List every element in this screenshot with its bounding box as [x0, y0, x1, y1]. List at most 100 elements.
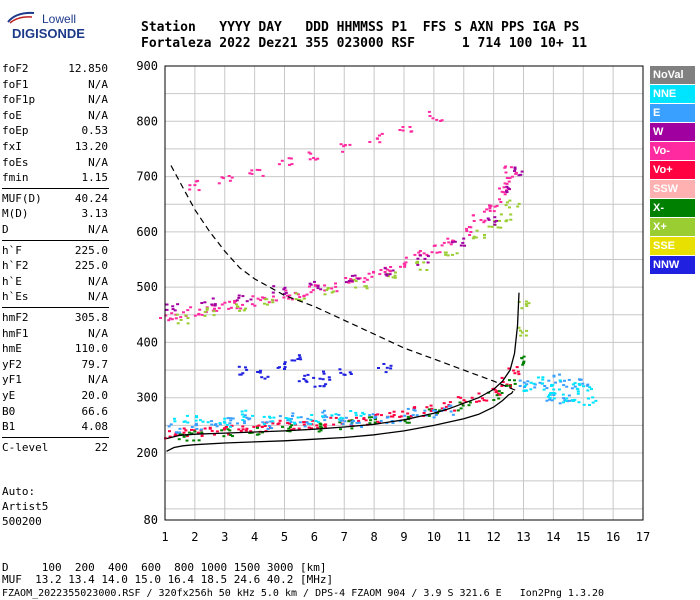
data-point-nne: [288, 419, 292, 422]
data-point-e: [352, 420, 355, 422]
data-point-e: [337, 413, 341, 416]
data-point-nne: [587, 397, 590, 400]
data-point-vo+: [380, 414, 383, 417]
data-point-vo-: [159, 317, 162, 319]
data-point-vo+: [422, 412, 426, 414]
param-name: M(D): [2, 207, 29, 221]
data-point-x+: [524, 334, 528, 337]
data-point-x+: [294, 298, 298, 301]
data-point-e: [432, 409, 435, 412]
data-point-vo+: [190, 428, 193, 431]
data-point-w: [426, 255, 430, 258]
data-point-x+: [297, 298, 301, 301]
data-point-vo+: [260, 426, 264, 428]
data-point-vo+: [286, 422, 290, 425]
data-point-x+: [271, 301, 275, 304]
data-point-x-: [317, 430, 321, 433]
data-point-nne: [284, 417, 288, 419]
data-point-e: [563, 379, 566, 382]
data-point-x+: [474, 236, 478, 239]
data-point-x+: [509, 213, 513, 216]
data-point-nne: [341, 417, 345, 420]
param-row: hmF1 N/A: [2, 327, 108, 340]
param-separator: [2, 239, 109, 241]
data-point-w: [505, 191, 509, 194]
data-point-vo-: [376, 137, 379, 140]
data-point-nnw: [258, 371, 262, 374]
data-point-e: [322, 409, 326, 412]
data-point-w: [513, 166, 517, 169]
data-point-x-: [500, 392, 504, 394]
data-point-nne: [571, 399, 575, 402]
data-point-vo-: [250, 169, 254, 172]
param-name: hmE: [2, 342, 22, 356]
data-point-w: [165, 303, 169, 306]
data-point-x+: [425, 269, 429, 271]
data-point-x-: [177, 438, 181, 441]
data-point-e: [305, 421, 309, 424]
x-tick-label: 3: [221, 530, 228, 544]
data-point-vo+: [292, 427, 296, 430]
data-point-nnw: [322, 384, 326, 387]
data-point-x+: [519, 334, 523, 337]
data-point-x-: [492, 399, 496, 401]
data-point-vo-: [234, 300, 238, 302]
data-point-w: [419, 254, 422, 257]
data-point-vo-: [508, 177, 512, 180]
param-value: N/A: [88, 155, 108, 169]
data-point-vo+: [442, 402, 446, 405]
data-point-vo-: [485, 208, 489, 211]
data-point-nne: [225, 423, 229, 426]
data-point-vo+: [278, 419, 282, 422]
data-point-x-: [261, 431, 264, 434]
data-point-vo-: [261, 174, 265, 177]
data-point-w: [237, 296, 241, 299]
data-point-x+: [524, 303, 528, 306]
data-point-vo-: [505, 177, 509, 179]
data-point-w: [309, 283, 313, 286]
x-tick-label: 14: [546, 530, 560, 544]
data-point-nnw: [283, 368, 286, 370]
data-point-nne: [571, 383, 575, 386]
data-point-vo+: [475, 400, 478, 403]
data-point-nne: [240, 413, 244, 416]
data-point-x+: [295, 292, 299, 295]
data-point-vo-: [228, 300, 232, 303]
data-point-e: [538, 381, 542, 384]
data-point-vo-: [167, 319, 171, 322]
data-point-nnw: [244, 366, 247, 369]
x-tick-label: 13: [516, 530, 530, 544]
data-point-x+: [525, 329, 529, 332]
data-point-x-: [403, 420, 407, 423]
data-point-x-: [200, 431, 204, 434]
data-point-vo+: [288, 422, 292, 425]
data-point-vo+: [485, 399, 489, 402]
param-row: h`E N/A: [2, 275, 108, 288]
data-point-nne: [582, 385, 585, 388]
y-tick-label: 900: [136, 59, 158, 73]
data-point-vo-: [182, 311, 185, 314]
data-point-x+: [242, 309, 246, 312]
data-point-x+: [498, 219, 502, 222]
param-value: N/A: [88, 108, 108, 122]
data-point-x+: [205, 307, 209, 310]
data-point-vo-: [250, 172, 254, 175]
data-point-vo-: [196, 179, 200, 182]
data-point-x+: [415, 261, 418, 264]
data-point-w: [461, 241, 465, 244]
data-point-x+: [524, 300, 528, 303]
data-point-nne: [240, 410, 244, 413]
data-point-e: [270, 427, 274, 430]
data-point-vo+: [241, 428, 245, 431]
data-point-vo-: [435, 118, 439, 121]
data-point-e: [357, 421, 361, 424]
data-point-nne: [293, 421, 296, 424]
data-point-w: [493, 216, 497, 219]
data-point-w: [487, 218, 491, 221]
data-point-nnw: [305, 380, 309, 383]
data-point-x+: [525, 305, 529, 307]
param-row: foF2 12.850: [2, 62, 108, 75]
data-point-nnw: [259, 369, 262, 372]
data-point-w: [235, 299, 239, 302]
data-point-vo-: [296, 293, 300, 296]
